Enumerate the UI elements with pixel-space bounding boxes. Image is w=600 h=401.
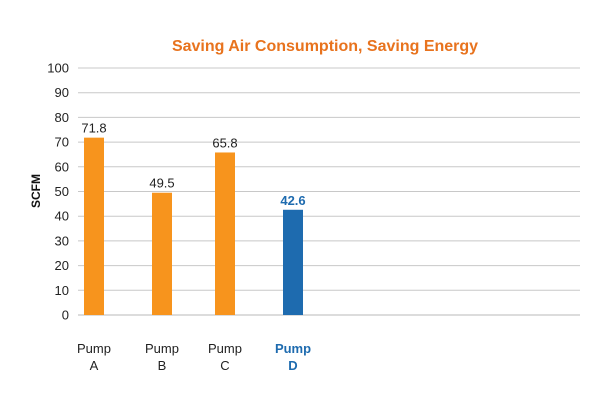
value-labels: 71.8 49.5 65.8 42.6: [81, 121, 305, 208]
bar-value-label: 65.8: [212, 135, 237, 150]
bars: [84, 137, 303, 315]
bar: [283, 209, 303, 315]
y-tick-labels: 0 10 20 30 40 50 60 70 80 90 100: [47, 61, 69, 323]
y-tick-label: 70: [55, 135, 69, 150]
category-label-line1: Pump: [145, 341, 179, 356]
category-label-line2: D: [288, 358, 297, 373]
category-label-line2: C: [220, 358, 229, 373]
category-label-line1: Pump: [275, 341, 311, 356]
y-tick-label: 90: [55, 85, 69, 100]
bar-value-label: 42.6: [280, 193, 305, 208]
y-tick-label: 100: [47, 61, 69, 76]
bar: [215, 152, 235, 315]
y-tick-label: 30: [55, 233, 69, 248]
category-label-line1: Pump: [208, 341, 242, 356]
bar: [152, 192, 172, 315]
y-tick-label: 40: [55, 209, 69, 224]
y-tick-label: 50: [55, 184, 69, 199]
category-label-line1: Pump: [77, 341, 111, 356]
y-tick-label: 0: [62, 308, 69, 323]
y-tick-label: 10: [55, 283, 69, 298]
category-label-line2: A: [90, 358, 99, 373]
bar-value-label: 71.8: [81, 121, 106, 136]
y-tick-label: 80: [55, 110, 69, 125]
bar-value-label: 49.5: [149, 176, 174, 191]
category-label-line2: B: [158, 358, 167, 373]
y-axis-label: SCFM: [29, 174, 43, 208]
y-tick-label: 60: [55, 159, 69, 174]
y-tick-label: 20: [55, 258, 69, 273]
category-labels: Pump A Pump B Pump C Pump D: [77, 341, 311, 373]
chart-title: Saving Air Consumption, Saving Energy: [172, 38, 478, 55]
bar: [84, 137, 104, 315]
